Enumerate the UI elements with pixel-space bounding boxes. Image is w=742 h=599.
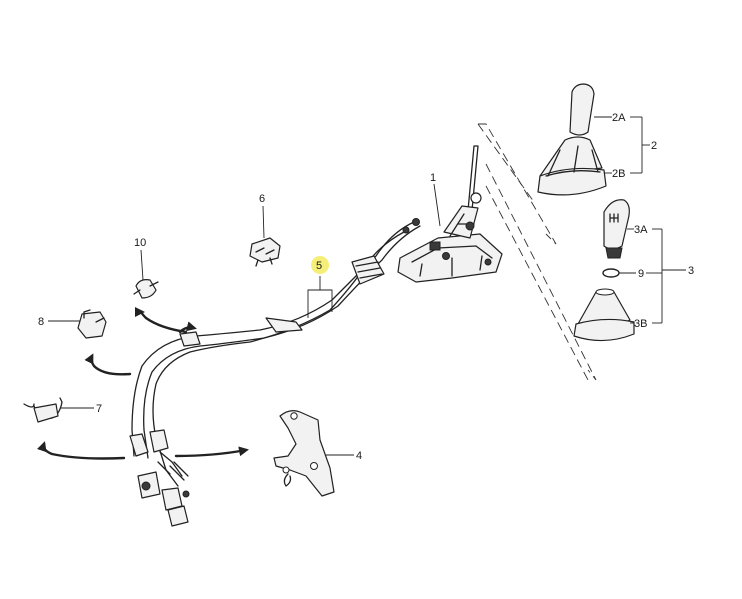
arrow-clip-8: [84, 353, 132, 376]
callout-3: 3: [688, 265, 694, 277]
part-1-shifter-assembly: [397, 145, 503, 283]
callout-3B: 3B: [634, 318, 647, 330]
callout-10: 10: [134, 237, 146, 249]
callout-6-group: 6: [259, 193, 265, 239]
cable-transmission-end: [129, 429, 190, 527]
dashed-projection-lines: [477, 123, 597, 381]
part-8-clip: [77, 309, 107, 339]
part-7-clip: [23, 397, 63, 423]
arrow-bracket-4: [174, 446, 249, 458]
callout-6: 6: [259, 193, 265, 205]
callout-8: 8: [38, 316, 44, 328]
callout-3A-group: 3A: [627, 224, 662, 236]
callout-5-group: 5: [307, 256, 333, 318]
part-3A-gear-knob: [603, 199, 630, 259]
callout-2A-group: 2A: [594, 112, 642, 124]
callout-2B-group: 2B: [604, 168, 642, 180]
callout-4: 4: [356, 450, 362, 462]
callout-3-bracket: 3: [661, 229, 694, 323]
callout-5-highlight: [311, 256, 329, 274]
callout-9: 9: [638, 268, 644, 280]
part-4-bracket: [273, 410, 335, 497]
callout-7: 7: [96, 403, 102, 415]
part-5-shift-cables: [131, 218, 421, 471]
part-3B-boot: [573, 288, 635, 342]
part-10-clip: [133, 279, 159, 299]
callout-1-group: 1: [430, 172, 441, 227]
part-9-ring: [602, 268, 620, 278]
part-2-knob-boot-assembly: [537, 83, 607, 196]
callout-8-group: 8: [38, 316, 80, 328]
arrow-cable-upper: [178, 321, 197, 334]
callout-2-bracket: 2: [641, 117, 657, 173]
callout-10-group: 10: [134, 237, 146, 281]
arrow-clip-7: [37, 441, 126, 460]
callout-2B: 2B: [612, 168, 625, 180]
callout-2A: 2A: [612, 112, 626, 124]
arrow-clip-10: [134, 307, 188, 334]
callout-9-group: 9: [619, 268, 662, 280]
callout-1: 1: [430, 172, 436, 184]
callout-4-group: 4: [326, 450, 362, 462]
callout-7-group: 7: [60, 403, 102, 415]
callout-2: 2: [651, 140, 657, 152]
part-6-clip: [249, 237, 281, 267]
callout-3B-group: 3B: [630, 318, 662, 330]
callout-3A: 3A: [634, 224, 648, 236]
callout-5: 5: [316, 260, 322, 272]
